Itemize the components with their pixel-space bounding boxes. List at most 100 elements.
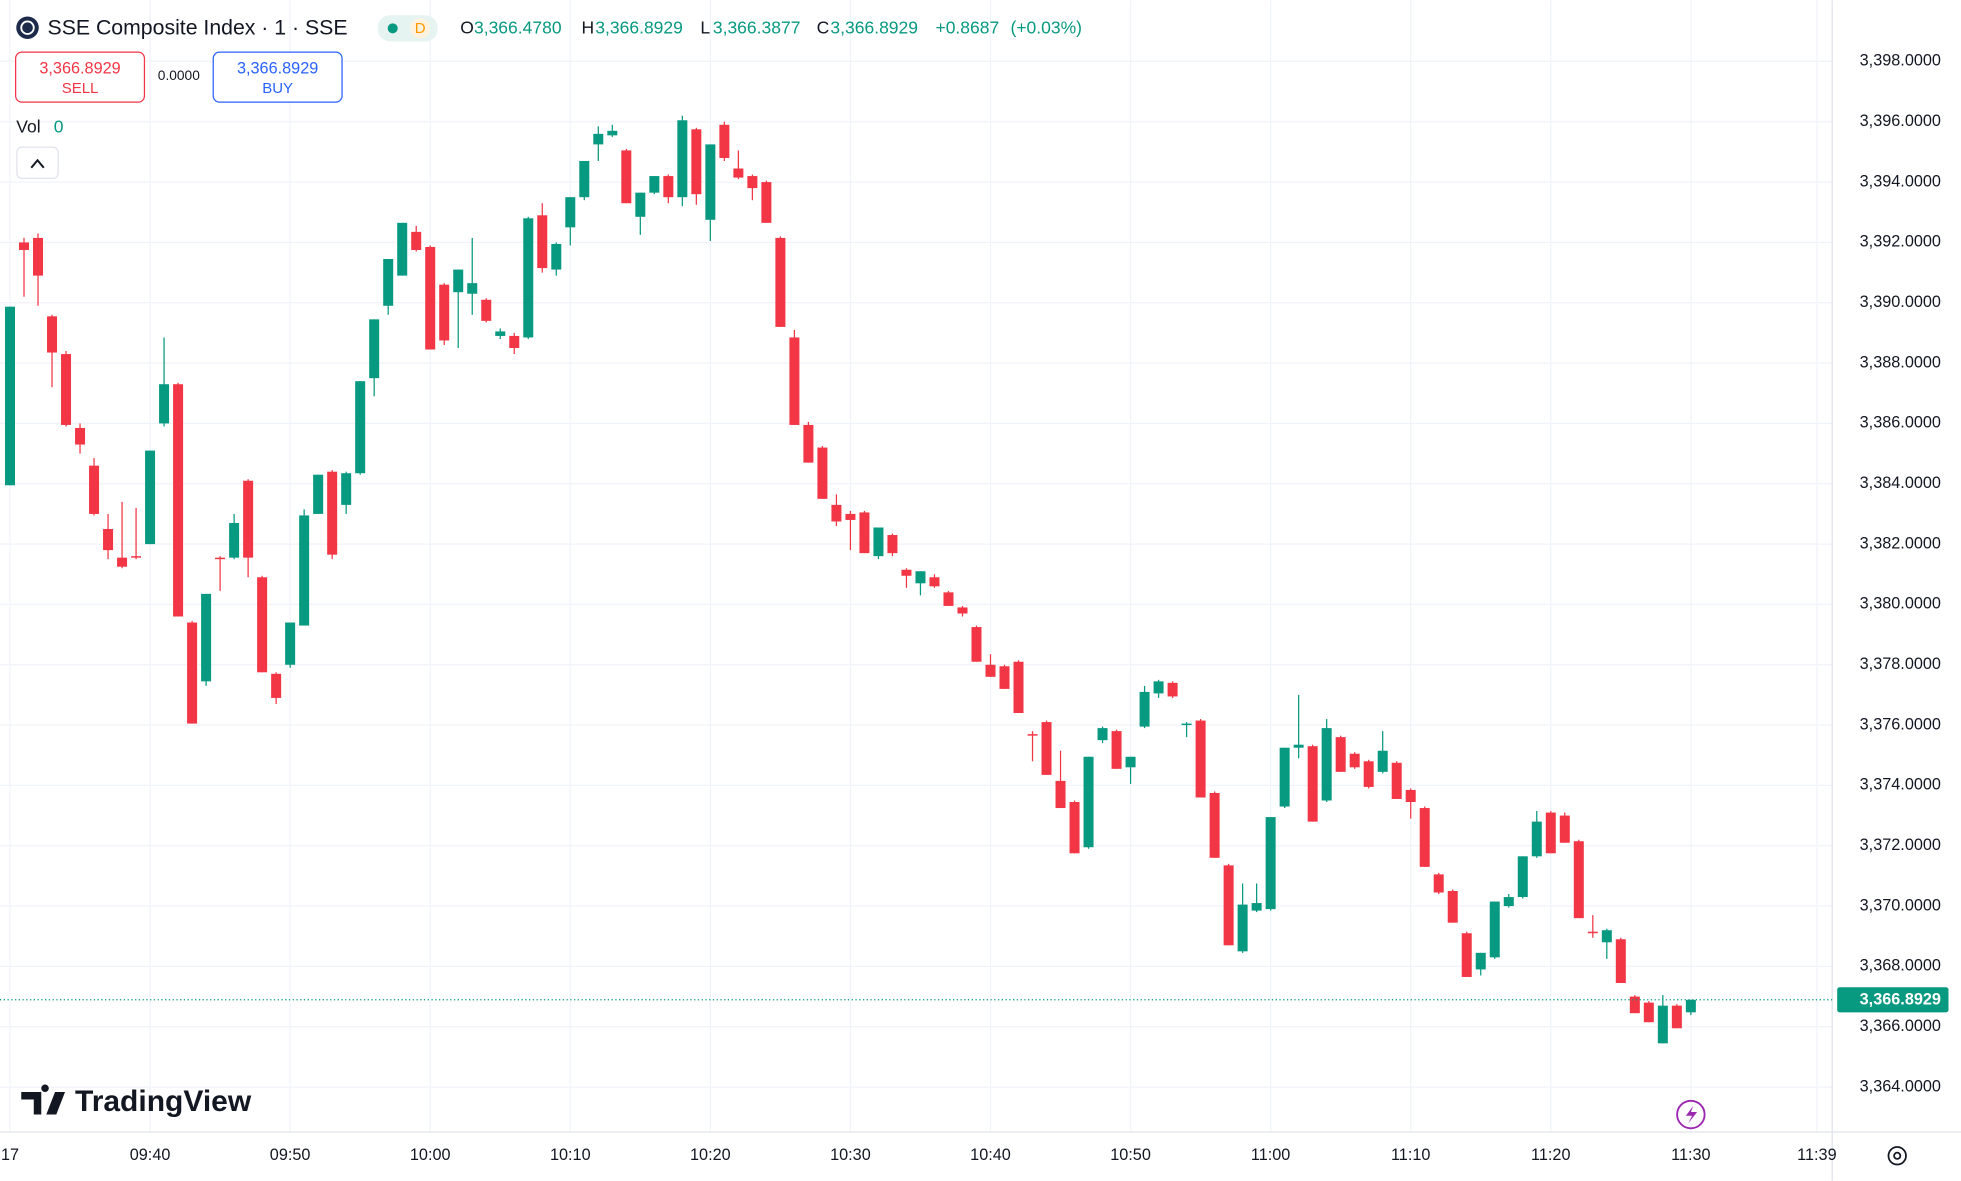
volume-value: 0 xyxy=(54,116,64,136)
candle-body xyxy=(131,556,142,558)
y-tick-label: 3,380.0000 xyxy=(1860,595,1941,613)
candle-body xyxy=(929,577,940,587)
y-tick-label: 3,366.0000 xyxy=(1860,1017,1941,1035)
candles xyxy=(4,115,1696,1044)
change: +0.8687 xyxy=(935,18,999,38)
logo-text[interactable]: TradingView xyxy=(75,1085,252,1118)
candle-body xyxy=(579,160,590,198)
y-tick-label: 3,396.0000 xyxy=(1860,112,1941,130)
candle-body xyxy=(1531,821,1542,857)
candle-body xyxy=(1419,808,1430,867)
candle-body xyxy=(383,259,394,306)
candle-body xyxy=(327,471,338,555)
x-tick-label: 17 xyxy=(1,1146,19,1164)
candle-body xyxy=(1447,891,1458,923)
candle-body xyxy=(257,577,268,673)
candle-body xyxy=(1643,1002,1654,1023)
candle-body xyxy=(565,197,576,228)
candle-body xyxy=(467,283,478,294)
candle-body xyxy=(943,592,954,606)
candle-body xyxy=(159,384,170,424)
candle-body xyxy=(1391,762,1402,799)
candle-body xyxy=(271,673,282,698)
candle-body xyxy=(957,607,968,614)
x-tick-label: 11:30 xyxy=(1671,1146,1710,1164)
candle-body xyxy=(19,242,30,250)
volume-label: Vol xyxy=(16,116,40,136)
candle-body xyxy=(61,354,72,425)
settings-icon[interactable] xyxy=(1887,1146,1907,1166)
candle-body xyxy=(1629,996,1640,1014)
ohlc-legend: O 3,366.4780 H 3,366.8929 L 3,366.3877 C… xyxy=(460,18,1082,38)
change-pct: (+0.03%) xyxy=(1011,18,1083,38)
candle-body xyxy=(1125,756,1136,768)
x-tick-label: 11:39 xyxy=(1797,1146,1836,1164)
events-icon[interactable] xyxy=(1676,1099,1706,1130)
candle-body xyxy=(33,237,44,276)
y-tick-label: 3,390.0000 xyxy=(1860,293,1941,311)
candle-body xyxy=(1181,723,1192,726)
x-tick-label: 11:10 xyxy=(1391,1146,1430,1164)
candle-body xyxy=(425,246,436,350)
y-tick-label: 3,394.0000 xyxy=(1860,172,1941,190)
candle-body xyxy=(369,319,380,379)
symbol-title[interactable]: SSE Composite Index · 1 · SSE xyxy=(48,16,348,40)
candle-body xyxy=(453,269,464,293)
candle-body xyxy=(537,215,548,269)
candle-body xyxy=(1503,897,1514,907)
candle-body xyxy=(1545,812,1556,854)
sell-button[interactable] xyxy=(15,51,146,103)
candle-body xyxy=(1027,734,1038,736)
candle-body xyxy=(1153,681,1164,694)
candle-body xyxy=(397,222,408,276)
candle-body xyxy=(1097,728,1108,741)
candle-body xyxy=(523,218,534,338)
x-tick-label: 10:30 xyxy=(830,1146,871,1164)
candle-body xyxy=(1615,939,1626,984)
candle-body xyxy=(551,243,562,270)
y-tick-label: 3,368.0000 xyxy=(1860,957,1941,975)
buy-label: BUY xyxy=(262,80,293,97)
candle-body xyxy=(901,569,912,576)
candle-body xyxy=(1041,722,1052,775)
candle-body xyxy=(691,129,702,195)
candle-body xyxy=(1237,904,1248,952)
candle-body xyxy=(649,176,660,193)
settings-icon-center xyxy=(1893,1151,1902,1160)
collapse-icon xyxy=(30,158,45,169)
candle-body xyxy=(1559,815,1570,843)
candle-body xyxy=(1349,753,1360,768)
y-tick-label: 3,388.0000 xyxy=(1860,353,1941,371)
candle-body xyxy=(1167,682,1178,697)
candle-body xyxy=(1307,746,1318,822)
candle-body xyxy=(1657,1005,1668,1044)
candle-body xyxy=(831,504,842,522)
candle-body xyxy=(355,381,366,474)
buy-button[interactable] xyxy=(212,51,343,103)
collapse-button[interactable] xyxy=(16,146,59,180)
y-tick-label: 3,364.0000 xyxy=(1860,1077,1941,1095)
candle-body xyxy=(341,473,352,505)
candle-body xyxy=(313,474,324,514)
x-tick-label: 10:40 xyxy=(970,1146,1011,1164)
candle-body xyxy=(719,124,730,158)
candle-body xyxy=(663,176,674,198)
candle-body xyxy=(1013,661,1024,714)
candle-body xyxy=(803,424,814,463)
candle-body xyxy=(1517,856,1528,898)
candle-body xyxy=(607,130,618,136)
y-tick-label: 3,382.0000 xyxy=(1860,534,1941,552)
candle-body xyxy=(75,427,86,445)
y-tick-label: 3,392.0000 xyxy=(1860,233,1941,251)
candle-body xyxy=(1083,756,1094,848)
candle-body xyxy=(1195,720,1206,798)
axes: 3,364.0000 3,366.0000 3,368.0000 3,370.0000… xyxy=(0,52,1949,1164)
candle-body xyxy=(1111,731,1122,769)
sell-price: 3,366.8929 xyxy=(39,59,120,77)
candle-body xyxy=(1461,933,1472,977)
events-bolt xyxy=(1685,1105,1698,1124)
last-price-box xyxy=(1837,987,1949,1013)
candle-body xyxy=(1363,761,1374,787)
candle-body xyxy=(145,450,156,545)
candle-body xyxy=(201,593,212,682)
